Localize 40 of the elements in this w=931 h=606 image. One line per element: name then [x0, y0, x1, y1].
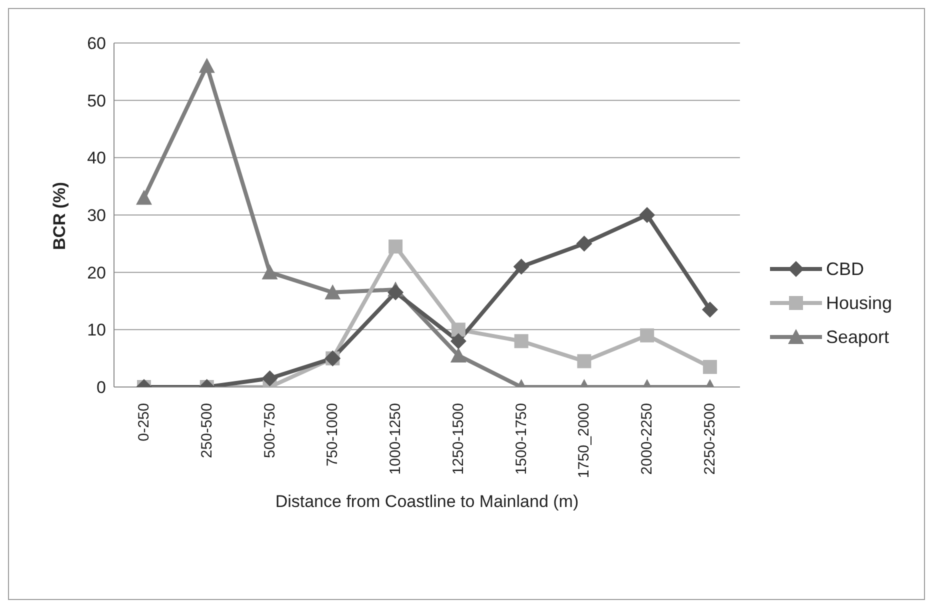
- y-tick-label: 10: [87, 320, 106, 340]
- point: [388, 284, 404, 300]
- point: [262, 370, 278, 386]
- x-tick-label: 750-1000: [324, 403, 342, 466]
- x-tick-label: 1750_2000: [576, 403, 593, 478]
- y-tick-label: 40: [87, 148, 106, 168]
- y-axis-title: BCR (%): [50, 182, 70, 250]
- point: [451, 322, 466, 337]
- point: [702, 302, 718, 318]
- point: [513, 258, 530, 275]
- point: [136, 190, 152, 205]
- y-tick-label: 30: [87, 206, 106, 226]
- x-tick-label: 0-250: [136, 403, 152, 442]
- legend-label: Housing: [826, 292, 892, 315]
- y-tick-label: 60: [87, 34, 106, 54]
- point: [639, 207, 656, 223]
- y-tick-label: 50: [87, 91, 106, 110]
- x-tick-label: 1250-1500: [450, 403, 467, 475]
- point: [262, 264, 278, 280]
- point: [576, 236, 592, 252]
- x-axis-title: Distance from Coastline to Mainland (m): [275, 492, 579, 511]
- legend-label: CBD: [826, 258, 864, 281]
- point: [388, 240, 403, 254]
- point: [640, 328, 654, 342]
- x-tick-label: 2000-2250: [638, 403, 656, 475]
- point: [450, 333, 466, 350]
- x-tick-label: 250-500: [198, 403, 216, 458]
- x-tick-label: 1000-1250: [387, 403, 404, 475]
- point: [577, 354, 592, 368]
- y-tick-label: 0: [96, 378, 106, 398]
- x-tick-label: 2250-2500: [701, 403, 718, 475]
- legend-label: Seaport: [826, 326, 889, 349]
- point: [514, 334, 528, 348]
- point: [450, 347, 466, 362]
- point: [324, 284, 341, 300]
- point: [198, 58, 215, 73]
- y-tick-label: 20: [87, 263, 106, 282]
- x-tick-label: 1500-1750: [512, 403, 530, 475]
- point: [702, 360, 717, 374]
- x-tick-label: 500-750: [261, 403, 278, 458]
